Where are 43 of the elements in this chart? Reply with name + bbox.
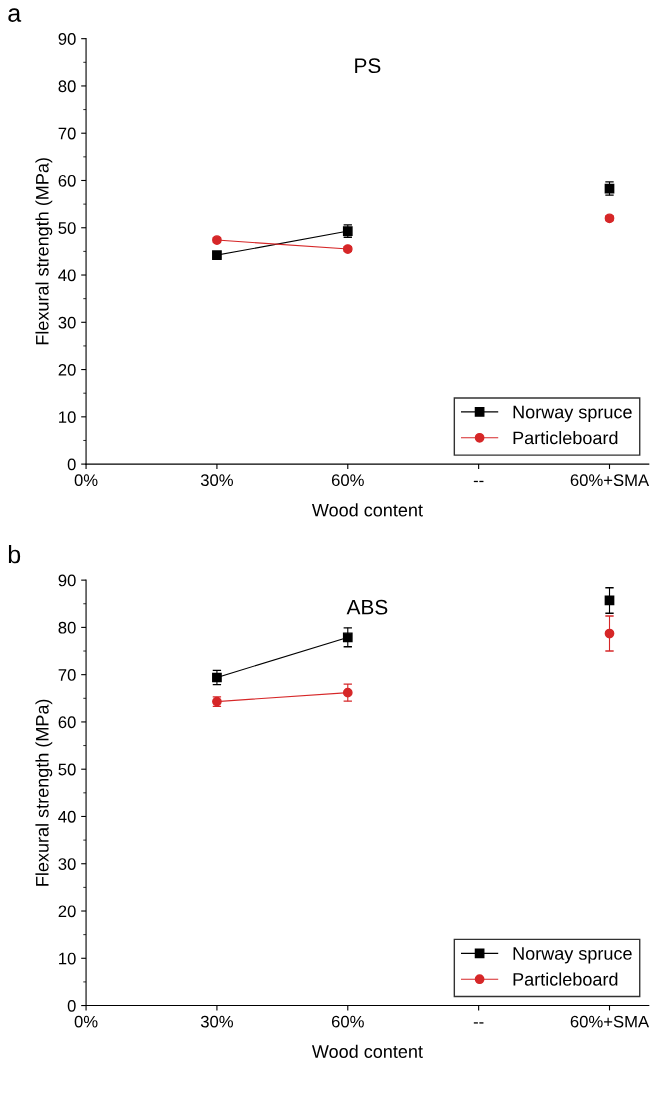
legend-label: Particleboard: [513, 431, 618, 445]
x-tick-label: 60%: [331, 1015, 364, 1028]
text: ABS: [346, 599, 388, 615]
x-tick-label: 60%: [331, 474, 364, 487]
y-tick-label: 20: [58, 363, 76, 376]
legend-label: Norway spruce: [513, 947, 632, 964]
y-axis-title: Flexural strength (MPa): [35, 158, 53, 345]
y-tick-label: 10: [59, 411, 76, 424]
text: PS: [355, 58, 381, 74]
y-tick-label: 20: [58, 905, 76, 918]
text: a: [8, 8, 22, 22]
y-tick-label: 70: [58, 127, 76, 140]
y-tick-label: 40: [58, 810, 76, 823]
x-tick-label: 0%: [74, 474, 98, 487]
x-tick-label: --: [473, 480, 484, 483]
x-axis-title: Wood content: [311, 503, 423, 517]
x-tick-label: --: [473, 1022, 484, 1024]
y-tick-label: 50: [58, 763, 76, 776]
y-tick-label: 30: [58, 858, 76, 870]
x-tick-label: 0%: [74, 1015, 98, 1028]
y-tick-label: 60: [58, 174, 76, 187]
y-tick-label: 0: [67, 458, 76, 471]
y-tick-label: 80: [58, 80, 76, 93]
x-tick-label: 60%+SMA: [570, 474, 650, 487]
y-axis-title: Flexural strength (MPa): [35, 699, 53, 886]
y-tick-label: 10: [59, 952, 76, 965]
legend-label: Particleboard: [513, 972, 618, 986]
y-tick-label: 80: [58, 621, 76, 634]
y-tick-label: 50: [58, 222, 76, 234]
y-tick-label: 0: [67, 999, 76, 1012]
text: b: [8, 544, 21, 564]
y-tick-label: 70: [58, 669, 76, 681]
x-tick-label: 30%: [200, 474, 234, 487]
point: [342, 632, 353, 643]
y-tick-label: 90: [58, 574, 76, 587]
y-tick-label: 90: [58, 33, 76, 45]
x-tick-label: 60%+SMA: [570, 1015, 650, 1028]
y-tick-label: 30: [58, 316, 76, 329]
x-axis-title: Wood content: [311, 1044, 423, 1058]
legend-label: Norway spruce: [513, 405, 632, 422]
y-tick-label: 60: [58, 716, 76, 729]
y-tick-label: 40: [58, 269, 76, 282]
x-tick-label: 30%: [200, 1015, 234, 1028]
